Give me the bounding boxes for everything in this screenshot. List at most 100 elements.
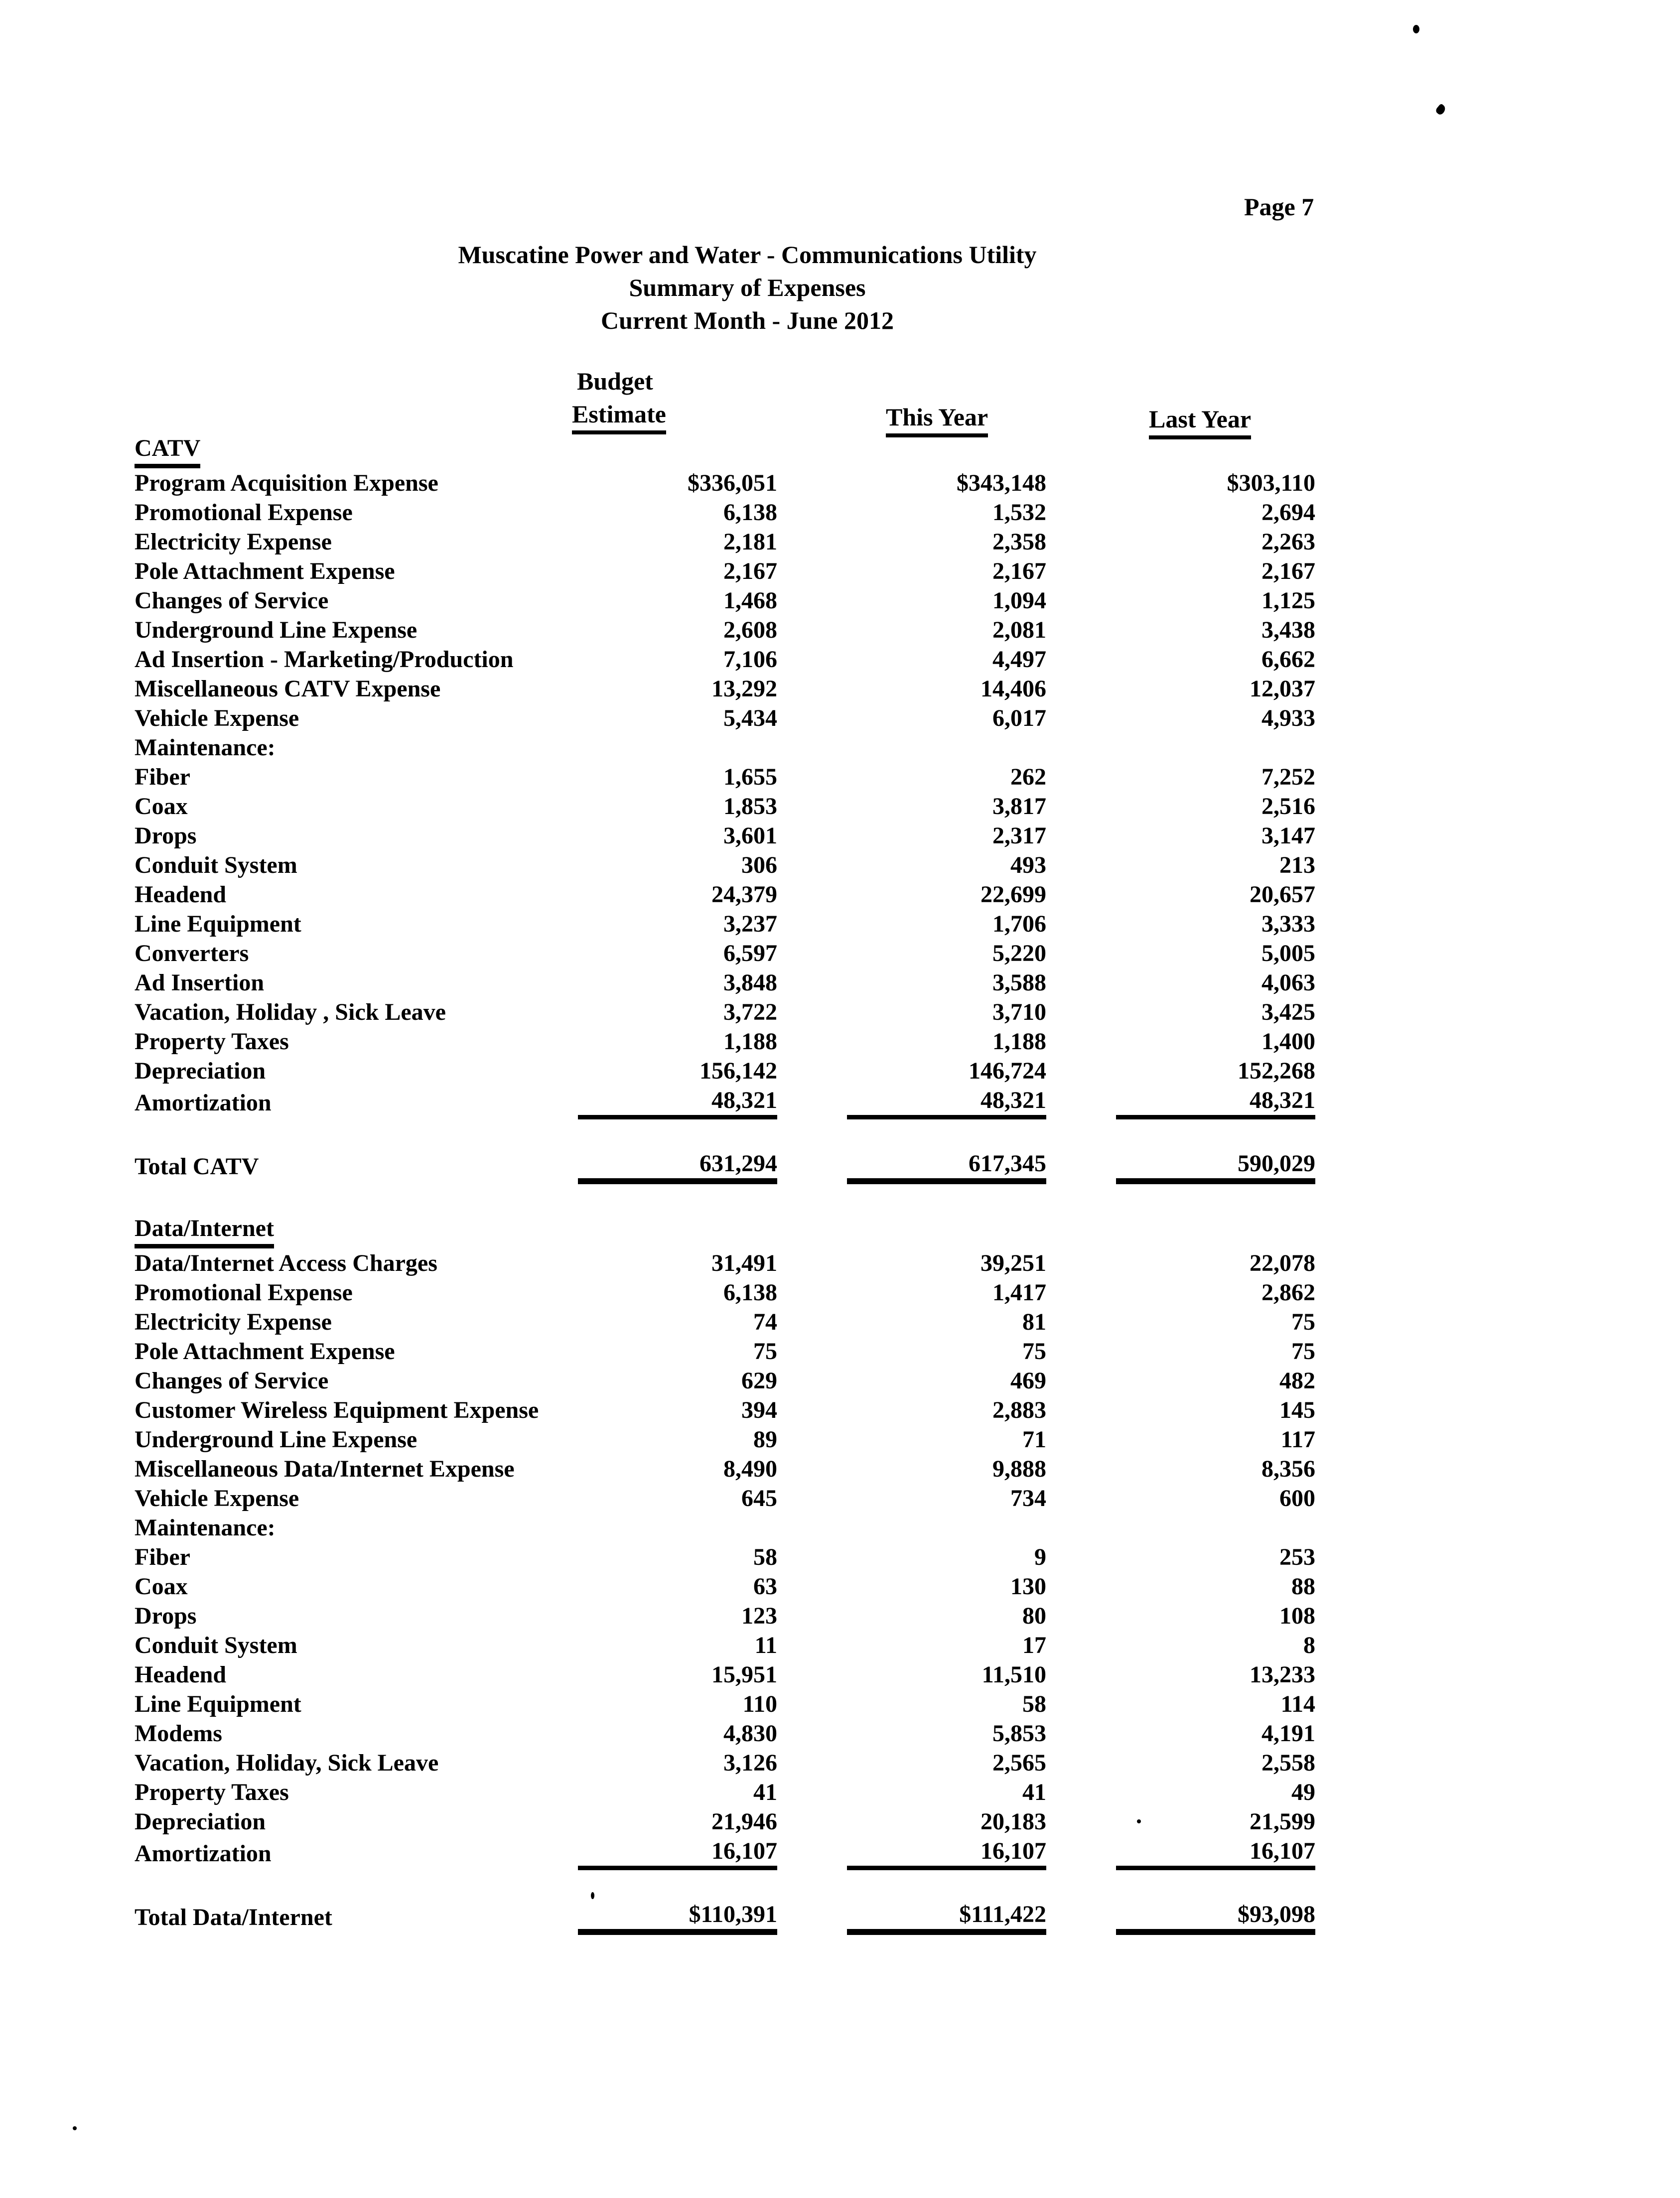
expense-row: Underground Line Expense 2,608 2,081 3,438 — [135, 615, 1315, 645]
row-label-cell: Miscellaneous CATV Expense — [135, 676, 441, 702]
subheader-row: Maintenance: — [135, 1513, 1315, 1542]
cell-budget-estimate: 31,491 — [711, 1250, 777, 1276]
expense-row: Amortization 48,321 48,321 48,321 — [135, 1086, 1315, 1119]
row-label-cell: Changes of Service — [135, 587, 329, 614]
cell-this-year: 2,358 — [992, 529, 1046, 555]
column-header-last-year: Last Year — [1149, 405, 1252, 439]
cell-last-year: 1,400 — [1261, 1028, 1315, 1055]
column-gap — [777, 433, 847, 468]
cell-last-year: 152,268 — [1238, 1058, 1315, 1084]
column-gap — [1046, 1149, 1116, 1181]
cell-budget-estimate: 89 — [753, 1426, 777, 1453]
row-label-cell: Headend — [135, 1661, 227, 1688]
cell-last-year: 3,333 — [1261, 911, 1315, 937]
column-gap — [777, 939, 847, 968]
row-label-cell: Underground Line Expense — [135, 1426, 418, 1453]
column-gap — [777, 1572, 847, 1601]
column-gap — [777, 586, 847, 615]
cell-budget-estimate: 1,655 — [723, 764, 777, 790]
row-label-cell: Headend — [135, 881, 227, 908]
expense-row: Pole Attachment Expense 75 75 75 — [135, 1337, 1315, 1366]
cell-last-year: 75 — [1291, 1309, 1315, 1335]
column-gap — [777, 1337, 847, 1366]
cell-last-year: 114 — [1280, 1691, 1315, 1717]
cell-this-year: 17 — [1022, 1632, 1046, 1658]
expense-row: Amortization 16,107 16,107 16,107 — [135, 1836, 1315, 1870]
cell-budget-estimate: 7,106 — [723, 646, 777, 673]
row-label-cell: Miscellaneous Data/Internet Expense — [135, 1456, 515, 1482]
row-label-cell: Vehicle Expense — [135, 1485, 299, 1511]
column-gap — [1046, 1689, 1116, 1719]
total-row: Total CATV 631,294 617,345 590,029 — [135, 1149, 1315, 1184]
expense-row: Line Equipment 3,237 1,706 3,333 — [135, 909, 1315, 939]
cell-last-year: 20,657 — [1250, 881, 1315, 908]
column-gap — [1046, 1395, 1116, 1425]
row-label-cell: Data/Internet Access Charges — [135, 1250, 437, 1276]
cell-last-year: 88 — [1291, 1573, 1315, 1600]
cell-budget-estimate: $336,051 — [688, 470, 777, 496]
cell-budget-estimate: 110 — [742, 1691, 777, 1717]
column-gap — [777, 850, 847, 880]
column-gap — [777, 1689, 847, 1719]
column-gap — [777, 1601, 847, 1631]
cell-last-year — [1116, 433, 1315, 468]
column-gap — [1046, 880, 1116, 909]
expense-row: Headend 24,379 22,699 20,657 — [135, 880, 1315, 909]
column-gap — [1046, 997, 1116, 1027]
row-label-cell: Promotional Expense — [135, 499, 353, 526]
cell-this-year: 1,188 — [992, 1028, 1046, 1055]
expense-row: Fiber 58 9 253 — [135, 1542, 1315, 1572]
column-gap — [1046, 527, 1116, 556]
row-label-cell: Depreciation — [135, 1808, 266, 1835]
cell-last-year: 3,438 — [1261, 617, 1315, 643]
column-gap — [1046, 703, 1116, 733]
cell-last-year: 145 — [1279, 1397, 1315, 1423]
cell-budget-estimate: 58 — [753, 1544, 777, 1570]
cell-this-year: 5,853 — [992, 1720, 1046, 1747]
row-label-cell: Line Equipment — [135, 911, 301, 937]
cell-this-year: 3,817 — [992, 793, 1046, 820]
subheader-row: Maintenance: — [135, 733, 1315, 762]
column-gap — [777, 1086, 847, 1117]
expense-row: Electricity Expense 74 81 75 — [135, 1307, 1315, 1337]
row-label-cell: Underground Line Expense — [135, 617, 418, 643]
column-gap — [1046, 1513, 1116, 1542]
cell-this-year: 71 — [1022, 1426, 1046, 1453]
cell-this-year: 1,094 — [992, 587, 1046, 614]
expense-row: Miscellaneous CATV Expense 13,292 14,406 12… — [135, 674, 1315, 703]
cell-this-year: 146,724 — [969, 1058, 1046, 1084]
cell-last-year: 13,233 — [1250, 1661, 1315, 1688]
row-label-cell: Amortization — [135, 1089, 272, 1116]
row-label-cell: Property Taxes — [135, 1779, 289, 1805]
row-label-cell: Line Equipment — [135, 1691, 301, 1717]
column-gap — [777, 1366, 847, 1395]
cell-budget-estimate: 1,188 — [723, 1028, 777, 1055]
report-title-line2: Summary of Expenses — [629, 274, 866, 301]
row-label-cell: Total CATV — [135, 1153, 259, 1180]
column-gap — [777, 1307, 847, 1337]
expense-row: Program Acquisition Expense $336,051 $343,… — [135, 468, 1315, 498]
column-gap — [1046, 762, 1116, 792]
expense-row: Conduit System 306 493 213 — [135, 850, 1315, 880]
cell-this-year: 39,251 — [980, 1250, 1046, 1276]
cell-this-year: 617,345 — [847, 1149, 1046, 1184]
column-gap — [777, 1149, 847, 1181]
column-gap — [777, 1425, 847, 1454]
cell-budget-estimate: 8,490 — [723, 1456, 777, 1482]
row-label-cell: Maintenance: — [135, 1514, 276, 1541]
cell-last-year: 2,694 — [1261, 499, 1315, 526]
cell-this-year: 48,321 — [847, 1086, 1046, 1119]
expense-row: Data/Internet Access Charges 31,491 39,251… — [135, 1248, 1315, 1278]
cell-budget-estimate: 24,379 — [711, 881, 777, 908]
column-gap — [777, 645, 847, 674]
column-gap — [1046, 1454, 1116, 1484]
cell-last-year: 3,147 — [1261, 823, 1315, 849]
cell-budget-estimate: 13,292 — [711, 676, 777, 702]
column-gap — [1046, 1484, 1116, 1513]
section-heading-text: Data/Internet — [135, 1214, 274, 1248]
row-label-cell: Data/Internet — [135, 1214, 578, 1248]
expense-row: Vacation, Holiday , Sick Leave 3,722 3,710… — [135, 997, 1315, 1027]
cell-budget-estimate: 123 — [741, 1603, 777, 1629]
column-gap — [777, 674, 847, 703]
column-gap — [1046, 1248, 1116, 1278]
